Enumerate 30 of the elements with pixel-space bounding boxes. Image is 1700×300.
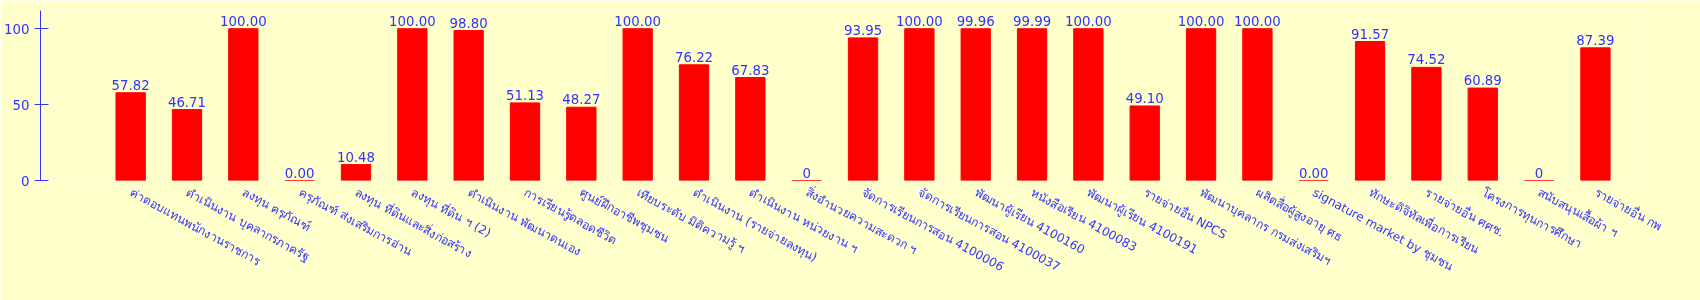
y-tick-label: 100 [4, 21, 30, 37]
data-label: 87.39 [1576, 32, 1615, 48]
data-label: 74.52 [1407, 52, 1446, 68]
data-label: 46.71 [167, 94, 207, 110]
data-label: 0 [802, 165, 811, 181]
data-label: 99.96 [956, 13, 995, 29]
data-label: 100.00 [896, 13, 943, 29]
data-label: 93.95 [843, 22, 883, 38]
data-label: 51.13 [505, 87, 545, 103]
y-tick-label: 0 [21, 173, 30, 189]
data-label: 0.00 [284, 165, 315, 181]
y-tick-label: 50 [12, 97, 30, 113]
data-label: 76.22 [674, 49, 714, 65]
data-label: 100.00 [1234, 13, 1281, 29]
data-label: 99.99 [1012, 13, 1052, 29]
data-label: 0.00 [1298, 165, 1329, 181]
data-label: 100.00 [1177, 13, 1225, 29]
data-label: 48.27 [562, 92, 601, 108]
data-label: 91.57 [1351, 26, 1390, 42]
data-label: 10.48 [336, 149, 376, 165]
data-label: 67.83 [731, 62, 770, 78]
data-label: 100.00 [389, 13, 436, 29]
data-label: 100.00 [220, 13, 267, 29]
data-label: 49.10 [1125, 90, 1164, 106]
data-label: 100.00 [614, 13, 662, 29]
data-label: 60.89 [1463, 73, 1502, 89]
data-label: 0 [1534, 165, 1544, 181]
data-label: 98.80 [449, 15, 488, 31]
data-label: 57.82 [111, 77, 150, 93]
data-label: 100.00 [1065, 13, 1112, 29]
